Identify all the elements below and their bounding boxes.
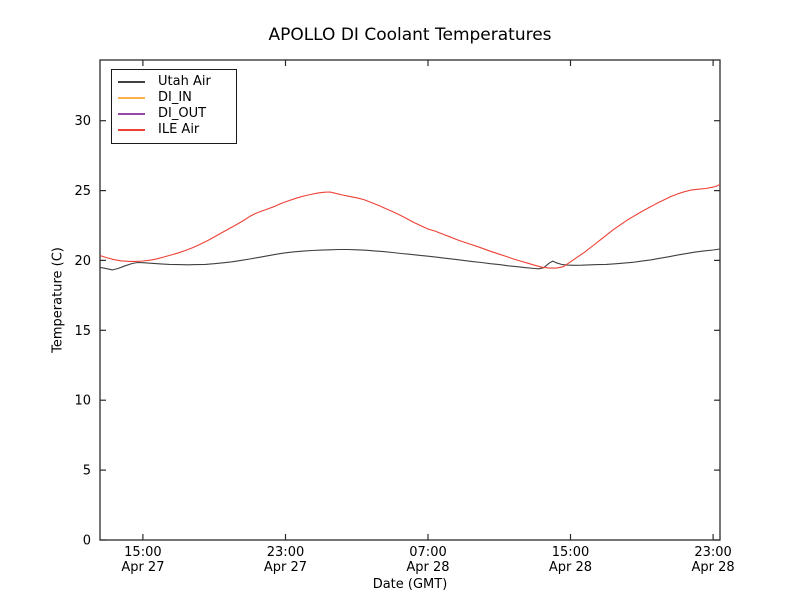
legend-label: ILE Air xyxy=(158,122,200,137)
x-axis-label: Date (GMT) xyxy=(372,577,448,592)
legend-line-sample xyxy=(118,113,145,115)
y-tick-label: 15 xyxy=(74,324,91,339)
x-tick-label: 23:00 xyxy=(694,545,731,560)
legend-item-utah-air: Utah Air xyxy=(118,74,230,90)
y-tick-label: 0 xyxy=(83,534,91,549)
legend-label: Utah Air xyxy=(158,74,211,89)
legend-label: DI_OUT xyxy=(158,106,207,121)
x-tick-label: 07:00 xyxy=(409,545,446,560)
x-tick-sublabel: Apr 28 xyxy=(549,560,592,575)
x-tick-sublabel: Apr 28 xyxy=(406,560,449,575)
x-tick-label: 23:00 xyxy=(267,545,304,560)
axes-frame xyxy=(99,59,721,541)
chart-title: APOLLO DI Coolant Temperatures xyxy=(268,25,552,45)
legend-item-ile-air: ILE Air xyxy=(118,122,230,138)
x-tick-sublabel: Apr 27 xyxy=(121,560,164,575)
series-line-utah-air xyxy=(100,248,721,271)
y-tick-label: 25 xyxy=(74,184,91,199)
legend-label: DI_IN xyxy=(158,90,192,105)
y-tick-label: 20 xyxy=(74,254,91,269)
legend-item-di-out: DI_OUT xyxy=(118,106,230,122)
legend-line-sample xyxy=(118,81,145,83)
y-tick-label: 30 xyxy=(74,114,91,129)
y-tick-label: 5 xyxy=(83,464,91,479)
legend-item-di-in: DI_IN xyxy=(118,90,230,106)
x-tick-label: 15:00 xyxy=(552,545,589,560)
x-tick-label: 15:00 xyxy=(124,545,161,560)
x-tick-sublabel: Apr 28 xyxy=(692,560,735,575)
series-line-ile-air xyxy=(100,183,721,269)
legend: Utah Air DI_IN DI_OUT ILE Air xyxy=(111,69,237,144)
x-tick-sublabel: Apr 27 xyxy=(264,560,307,575)
y-tick-label: 10 xyxy=(74,394,91,409)
y-axis-label: Temperature (C) xyxy=(50,247,66,353)
legend-line-sample xyxy=(118,97,145,99)
legend-line-sample xyxy=(118,129,145,131)
